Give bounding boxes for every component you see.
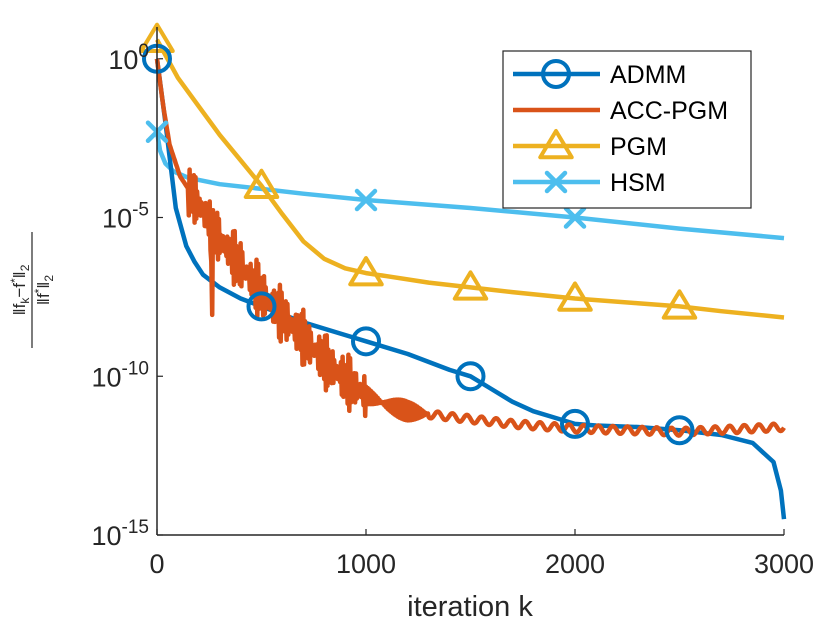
marker-pgm (348, 256, 384, 287)
y-label-num-sup: * (8, 278, 22, 283)
y-ticks: 100 10-5 10-10 10-15 (91, 41, 149, 551)
legend-marker-hsm (544, 170, 568, 194)
marker-admm (455, 361, 486, 392)
marker-admm (351, 326, 381, 357)
marker-hsm (354, 188, 378, 212)
x-tick-label: 2000 (545, 549, 605, 579)
series-layer (154, 38, 787, 520)
series-line-acc-pgm (154, 58, 786, 438)
y-label-num-sub: k (18, 297, 32, 304)
series-line-admm (154, 58, 787, 520)
y-label-num-mid: −f (10, 283, 29, 298)
x-tick-label: 0 (149, 549, 164, 579)
x-tick-label: 1000 (336, 549, 396, 579)
svg-text:‖f*‖2: ‖f*‖2 (32, 275, 56, 305)
legend: ADMM ACC-PGM PGM HSM (502, 50, 752, 209)
legend-marker-pgm (538, 129, 574, 160)
legend-marker-admm (541, 59, 571, 89)
marker-layer (139, 22, 698, 446)
marker-admm (560, 408, 590, 439)
y-label-num-end-sub: 2 (18, 264, 32, 271)
marker-pgm (557, 281, 593, 312)
legend-label-hsm: HSM (610, 169, 666, 197)
y-tick-label: 10-5 (102, 200, 149, 234)
marker-admm (664, 415, 695, 446)
marker-pgm (661, 289, 698, 320)
y-label-num: ‖f (10, 303, 29, 315)
x-tick-label: 3000 (754, 549, 814, 579)
marker-admm (246, 291, 277, 322)
y-label-den: ‖f (34, 293, 53, 305)
marker-pgm (452, 270, 489, 301)
y-tick-label: 10-10 (91, 358, 149, 392)
legend-label-acc-pgm: ACC-PGM (610, 97, 728, 125)
y-tick-label: 10-15 (91, 517, 149, 551)
marker-pgm (243, 168, 280, 199)
y-axis-label: ‖fk−f*‖2 ‖f*‖2 (8, 232, 56, 348)
series-line-pgm (155, 38, 785, 320)
y-label-den-sup: * (32, 288, 46, 293)
legend-label-pgm: PGM (610, 133, 667, 161)
marker-hsm (563, 206, 587, 229)
y-tick-label: 100 (108, 41, 149, 75)
svg-text:‖fk−f*‖2: ‖fk−f*‖2 (8, 264, 32, 315)
x-axis-label: iteration k (407, 591, 533, 623)
y-label-den-end-sub: 2 (42, 275, 56, 282)
y-label-den-end: ‖ (34, 282, 53, 289)
x-ticks: 0 1000 2000 3000 (149, 529, 814, 579)
legend-label-admm: ADMM (610, 61, 686, 89)
y-label-num-end: ‖ (10, 271, 29, 278)
axes (156, 27, 784, 536)
